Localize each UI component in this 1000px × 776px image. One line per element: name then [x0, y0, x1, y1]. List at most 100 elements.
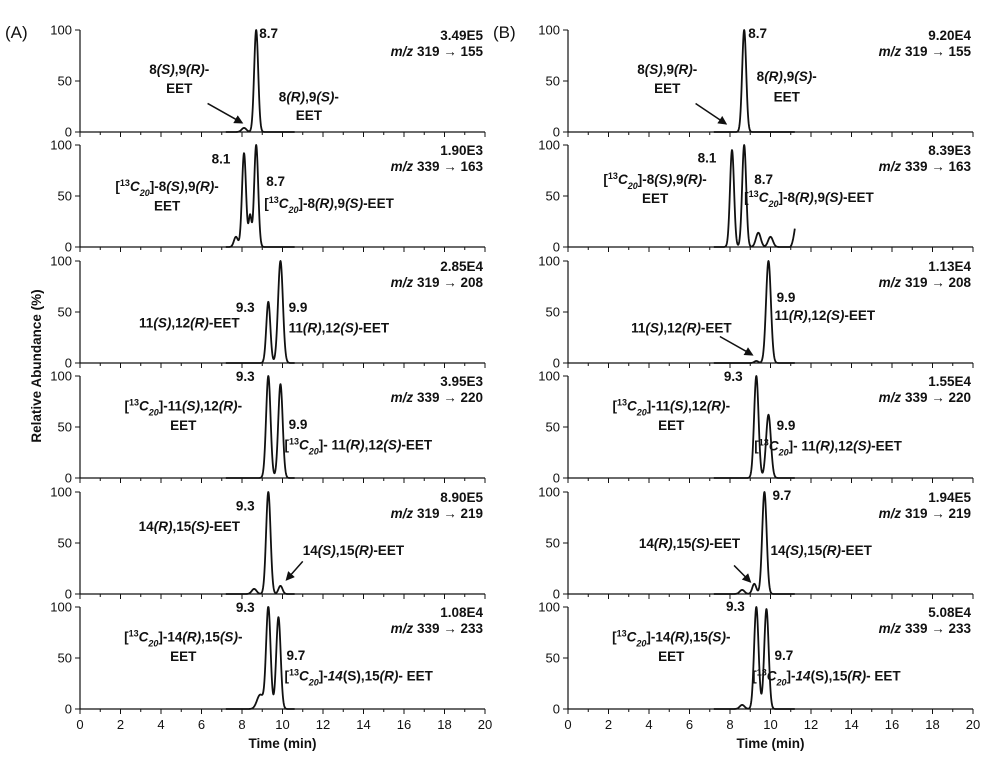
annotation-part: ,15 — [829, 668, 848, 683]
peak-annotation: 14(R),15(S)-EET — [139, 519, 241, 534]
x-tick-label: 12 — [316, 717, 330, 732]
annotation-part: - EET — [866, 668, 901, 683]
transition-mz: m/z — [879, 44, 902, 59]
peak-annotation: 8.7 — [259, 26, 278, 41]
annotation-part: 9.7 — [287, 648, 306, 663]
y-tick-label: 50 — [58, 651, 72, 666]
annotation-part: EET — [642, 191, 669, 206]
annotation-part: 13 — [120, 178, 130, 188]
transition-mz: m/z — [879, 275, 902, 290]
x-axis-title: Time (min) — [248, 736, 316, 751]
y-tick-label: 100 — [50, 600, 72, 615]
peak-annotation: 9.9 — [777, 418, 796, 433]
annotation-part: (S) — [166, 179, 185, 194]
transition-mz: m/z — [879, 621, 902, 636]
annotation-part: 9.3 — [236, 369, 255, 384]
annotation-part: (R) — [764, 69, 783, 84]
panel-label: (A) — [5, 23, 28, 42]
annotation-part: 13 — [757, 667, 767, 677]
annotation-part: (R) — [654, 536, 673, 551]
chromatogram-line — [713, 260, 796, 364]
annotation-part: -EET — [363, 196, 395, 211]
y-tick-label: 0 — [65, 356, 72, 371]
annotation-part: (R) — [186, 62, 205, 77]
annotation-part: EET — [658, 418, 685, 433]
peak-annotation: [13C20]-11(S),12(R)- — [124, 398, 242, 418]
annotation-part: ]- 11 — [319, 437, 347, 452]
peak-annotation: EET — [658, 649, 685, 664]
annotation-part: (R) — [789, 308, 808, 323]
chromatogram-line — [225, 491, 296, 595]
annotation-part: 11 — [775, 308, 790, 323]
y-tick-label: 100 — [50, 23, 72, 38]
peak-annotation: [13C20]- 11(R),12(S)-EET — [285, 436, 433, 456]
y-tick-label: 0 — [65, 240, 72, 255]
peak-annotation: 8.7 — [266, 174, 285, 189]
annotation-part: ,9 — [184, 179, 195, 194]
peak-annotation: 9.3 — [236, 600, 255, 615]
peak-annotation: 8(S),9(R)- — [149, 62, 209, 77]
annotation-part: - — [334, 89, 339, 104]
annotation-part: (S) — [345, 196, 364, 211]
annotation-arrow — [719, 335, 754, 356]
annotation-part: (S) — [691, 536, 710, 551]
annotation-part: (S) — [343, 668, 361, 683]
panel-label: (B) — [493, 23, 516, 42]
annotation-part: 9.9 — [289, 417, 308, 432]
annotation-part: 13 — [608, 171, 618, 181]
peak-annotation: [13C20]-8(R),9(S)-EET — [264, 195, 394, 215]
x-tick-label: 18 — [925, 717, 939, 732]
annotation-part: 8.7 — [266, 174, 285, 189]
annotation-part: [ — [754, 438, 759, 453]
transition-label: m/z 319 → 155 — [391, 44, 484, 59]
annotation-part: -EET — [701, 320, 733, 335]
chromatogram-line — [225, 606, 296, 710]
annotation-part: 9.3 — [724, 369, 743, 384]
peak-annotation: 11(S),12(R)-EET — [139, 315, 240, 330]
peak-annotation: 8(R),9(S)- — [757, 69, 817, 84]
annotation-part: 13 — [269, 195, 279, 205]
y-tick-label: 50 — [546, 189, 560, 204]
annotation-part: (R) — [674, 62, 693, 77]
annotation-part: (S) — [318, 543, 337, 558]
annotation-part: 20 — [139, 188, 150, 198]
annotation-part: EET — [154, 198, 181, 213]
peak-annotation: [13C20]-14(R),15(S)- — [612, 629, 730, 649]
transition-value: 319 → 208 — [901, 275, 971, 290]
chromatogram-line — [225, 260, 296, 364]
transition-mz: m/z — [391, 44, 414, 59]
annotation-part: (S) — [825, 190, 844, 205]
annotation-part: (R) — [795, 190, 814, 205]
x-axis-title: Time (min) — [736, 736, 804, 751]
annotation-part: ,9 — [663, 62, 674, 77]
peak-annotation: 14(S),15(R)-EET — [771, 543, 873, 558]
annotation-part: C — [759, 190, 769, 205]
annotation-part: -EET — [841, 543, 873, 558]
annotation-part: (R) — [380, 668, 399, 683]
annotation-part: 8 — [637, 62, 645, 77]
annotation-part: 8.7 — [259, 26, 278, 41]
annotation-part: (S) — [383, 437, 402, 452]
annotation-part: - — [238, 399, 243, 414]
annotation-part: ]-14 — [646, 630, 670, 645]
annotation-part: [ — [124, 630, 129, 645]
peak-annotation: 11(S),12(R)-EET — [631, 320, 732, 335]
transition-label: m/z 339 → 220 — [391, 390, 483, 405]
annotation-part: (S) — [853, 438, 872, 453]
x-tick-label: 12 — [804, 717, 818, 732]
annotation-part: EET — [170, 649, 197, 664]
peak-annotation: [13C20]-8(R),9(S)-EET — [744, 189, 874, 209]
chromatogram-line — [225, 29, 296, 133]
annotation-part: ,12 — [834, 438, 853, 453]
transition-mz: m/z — [879, 159, 902, 174]
annotation-part: (R) — [707, 399, 726, 414]
y-tick-label: 100 — [538, 254, 560, 269]
annotation-part: 9.3 — [726, 599, 745, 614]
annotation-part: ,12 — [663, 320, 682, 335]
intensity-label: 1.55E4 — [928, 374, 971, 389]
peak-annotation: 9.3 — [236, 369, 255, 384]
